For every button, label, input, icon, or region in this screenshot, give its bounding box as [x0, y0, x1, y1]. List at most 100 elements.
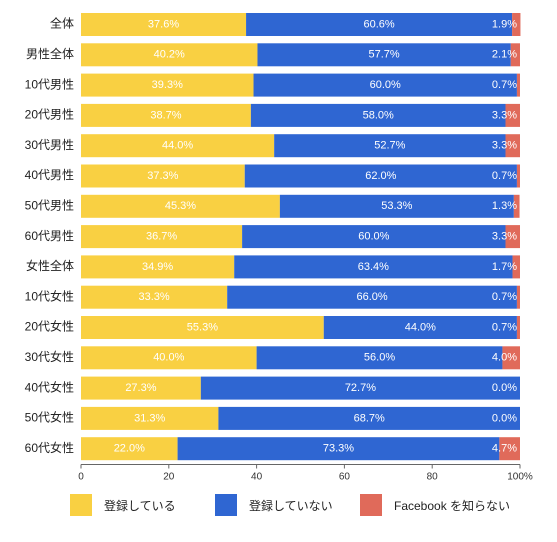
bar-segment [227, 285, 517, 309]
category-label: 全体 [50, 16, 74, 31]
data-label: 60.0% [370, 79, 401, 91]
category-label: 20代男性 [25, 108, 74, 122]
bar-segment [177, 437, 500, 461]
bars [81, 13, 521, 461]
category-label: 10代女性 [25, 288, 74, 303]
data-label: 72.7% [345, 382, 376, 394]
data-label: 60.6% [363, 18, 394, 30]
bar-segment [81, 376, 201, 400]
x-tick-label: 60 [339, 472, 351, 483]
data-label: 33.3% [138, 291, 169, 303]
data-label: 0.7% [492, 291, 517, 303]
legend-swatch-not-registered [215, 494, 237, 516]
data-label: 34.9% [142, 261, 173, 273]
data-label: 45.3% [165, 200, 196, 212]
data-label: 0.0% [492, 412, 517, 424]
bar-segment [257, 43, 511, 67]
bar-segment [502, 346, 520, 370]
category-label: 50代女性 [25, 410, 74, 425]
bar-segment [81, 255, 235, 279]
bar-segment [250, 103, 506, 127]
bar-segment [510, 43, 520, 67]
bar-segment [81, 13, 247, 36]
category-label: 女性全体 [26, 258, 74, 273]
legend-item-unaware: Facebook を知らない [360, 494, 510, 516]
category-label: 40代男性 [25, 168, 74, 182]
data-label: 57.7% [369, 49, 400, 61]
bar-segment [81, 316, 324, 339]
category-label: 30代女性 [25, 349, 74, 364]
legend-label-not-registered: 登録していない [249, 498, 333, 513]
data-label: 52.7% [374, 140, 405, 152]
bar-segment [505, 103, 520, 127]
bar-segment [516, 316, 520, 339]
x-tick-label: 20 [163, 472, 175, 483]
data-label: 68.7% [354, 412, 385, 424]
legend-label-unaware: Facebook を知らない [394, 498, 511, 513]
data-label: 40.0% [153, 352, 184, 364]
data-label: 36.7% [146, 231, 177, 243]
data-label: 56.0% [364, 352, 395, 364]
data-label: 73.3% [323, 443, 354, 455]
data-label: 4.7% [492, 443, 517, 455]
bar-segment [244, 164, 517, 188]
data-label: 44.0% [162, 140, 193, 152]
bar-segment [81, 285, 228, 309]
data-label: 27.3% [125, 382, 156, 394]
bar-segment [81, 194, 280, 218]
bar-segment [81, 103, 251, 127]
bar-segment [505, 134, 520, 158]
segment-labels: 37.6% 60.6% 1.9% 40.2% 57.7% 2.1% 39.3% 60.0% 0.… [114, 18, 518, 454]
data-label: 0.7% [492, 79, 517, 91]
legend-swatch-registered [70, 494, 92, 516]
legend-item-registered: 登録している [70, 494, 176, 516]
data-label: 40.2% [154, 49, 185, 61]
bar-segment [253, 73, 517, 97]
x-tick-label: 40 [251, 472, 263, 483]
category-label: 10代男性 [25, 77, 74, 91]
data-label: 44.0% [405, 321, 436, 333]
bar-segment [81, 134, 275, 158]
data-label: 0.7% [492, 321, 517, 333]
bar-segment [516, 285, 520, 309]
bar-segment [234, 255, 513, 279]
legend: 登録している 登録していない Facebook を知らない [0, 494, 557, 518]
bar-segment [516, 73, 520, 97]
category-label: 20代女性 [25, 319, 74, 334]
bar-segment [274, 134, 506, 158]
bar-segment [512, 13, 521, 36]
bar-segment [279, 194, 514, 218]
data-label: 22.0% [114, 443, 145, 455]
bar-segment [81, 406, 219, 430]
legend-label-registered: 登録している [104, 498, 176, 513]
category-label: 男性全体 [26, 46, 74, 61]
bar-segment [81, 43, 258, 67]
bar-segment [200, 376, 521, 400]
data-label: 1.3% [492, 200, 517, 212]
bar-segment [505, 225, 520, 249]
x-tick-label: 0 [78, 472, 84, 483]
bar-segment [81, 437, 178, 461]
data-label: 38.7% [150, 109, 181, 121]
bar-segment [513, 194, 520, 218]
bar-segment [499, 437, 520, 461]
category-label: 40代女性 [25, 379, 74, 394]
category-label: 60代女性 [25, 440, 74, 455]
bar-segment [323, 316, 517, 339]
legend-swatch-unaware [360, 494, 382, 516]
category-label: 30代男性 [25, 138, 74, 152]
data-label: 37.6% [148, 18, 179, 30]
data-label: 63.4% [358, 261, 389, 273]
bar-segment [512, 255, 520, 279]
bar-segment [218, 406, 521, 430]
category-label: 50代男性 [25, 198, 74, 212]
bar-segment [256, 346, 503, 370]
data-label: 3.3% [492, 109, 517, 121]
data-label: 60.0% [358, 231, 389, 243]
bar-segment [516, 164, 520, 188]
data-label: 4.0% [492, 352, 517, 364]
bar-segment [81, 73, 254, 97]
data-label: 62.0% [365, 170, 396, 182]
data-label: 53.3% [381, 200, 412, 212]
